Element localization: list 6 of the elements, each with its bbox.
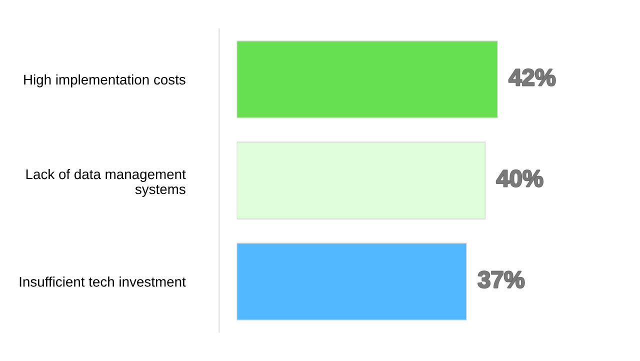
data-label: 42% <box>509 69 556 86</box>
data-label: 40% <box>496 170 543 187</box>
y-tick-label: Insufficient tech investment <box>20 276 186 287</box>
y-tick-label: High implementation costs <box>24 74 186 88</box>
y-tick-label: Lack of data management systems <box>26 168 186 197</box>
data-label: 37% <box>478 271 524 288</box>
